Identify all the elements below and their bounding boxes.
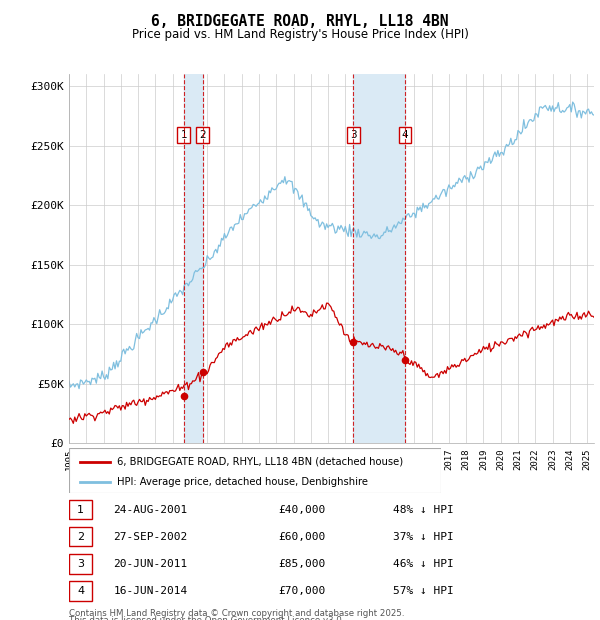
Text: 2: 2 (77, 532, 85, 542)
Text: £60,000: £60,000 (278, 532, 325, 542)
Bar (184, 74, 203, 443)
Bar (69, 581, 92, 601)
Text: 57% ↓ HPI: 57% ↓ HPI (392, 586, 454, 596)
Text: This data is licensed under the Open Government Licence v3.0.: This data is licensed under the Open Gov… (69, 616, 344, 620)
Bar (69, 500, 92, 520)
Text: 24-AUG-2001: 24-AUG-2001 (113, 505, 188, 515)
Text: 2: 2 (199, 130, 206, 140)
Text: Price paid vs. HM Land Registry's House Price Index (HPI): Price paid vs. HM Land Registry's House … (131, 28, 469, 41)
Text: 1: 1 (181, 130, 187, 140)
Bar (69, 554, 92, 574)
Bar (353, 74, 405, 443)
Text: 1: 1 (77, 505, 84, 515)
Text: Contains HM Land Registry data © Crown copyright and database right 2025.: Contains HM Land Registry data © Crown c… (69, 609, 404, 618)
Text: 3: 3 (77, 559, 84, 569)
Text: 4: 4 (77, 586, 85, 596)
Text: 6, BRIDGEGATE ROAD, RHYL, LL18 4BN: 6, BRIDGEGATE ROAD, RHYL, LL18 4BN (151, 14, 449, 29)
Text: 27-SEP-2002: 27-SEP-2002 (113, 532, 188, 542)
Text: £70,000: £70,000 (278, 586, 325, 596)
Text: 16-JUN-2014: 16-JUN-2014 (113, 586, 188, 596)
Text: 4: 4 (402, 130, 409, 140)
Text: 37% ↓ HPI: 37% ↓ HPI (392, 532, 454, 542)
Bar (69, 527, 92, 546)
Text: 46% ↓ HPI: 46% ↓ HPI (392, 559, 454, 569)
Text: £85,000: £85,000 (278, 559, 325, 569)
Text: 3: 3 (350, 130, 357, 140)
Text: £40,000: £40,000 (278, 505, 325, 515)
Text: HPI: Average price, detached house, Denbighshire: HPI: Average price, detached house, Denb… (118, 477, 368, 487)
Text: 20-JUN-2011: 20-JUN-2011 (113, 559, 188, 569)
Text: 6, BRIDGEGATE ROAD, RHYL, LL18 4BN (detached house): 6, BRIDGEGATE ROAD, RHYL, LL18 4BN (deta… (118, 457, 403, 467)
Text: 48% ↓ HPI: 48% ↓ HPI (392, 505, 454, 515)
